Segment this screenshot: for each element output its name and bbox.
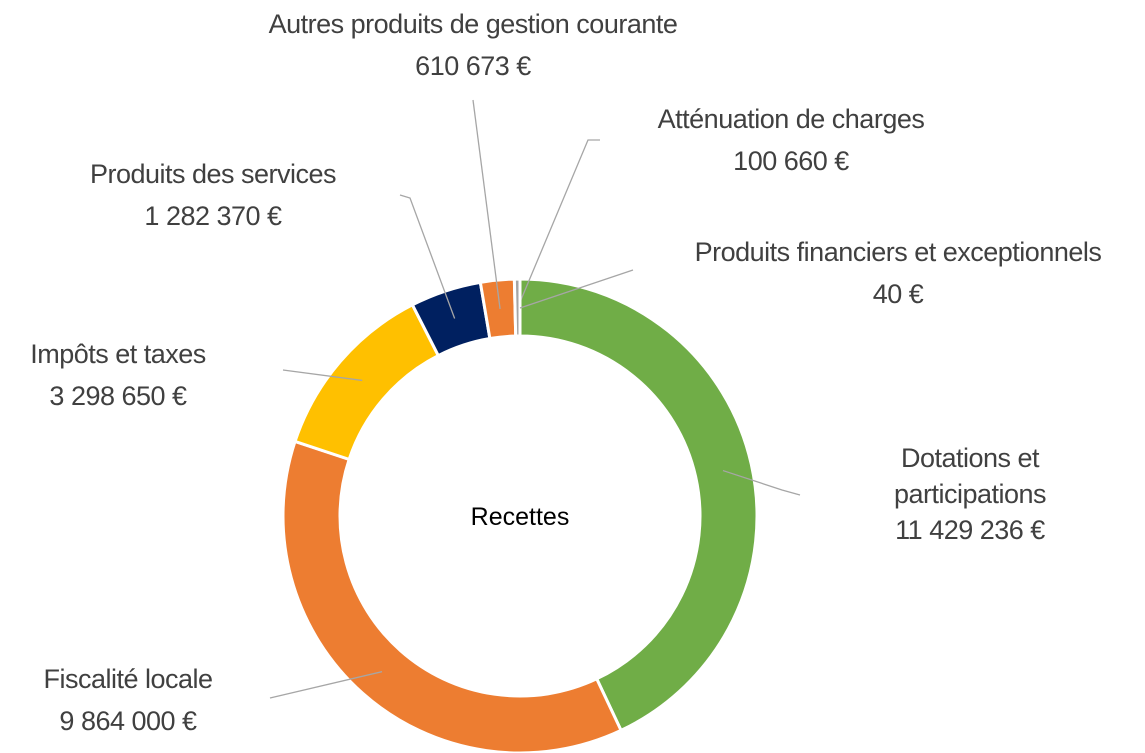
leader-line xyxy=(399,194,456,319)
chart-title: Recettes xyxy=(471,503,570,531)
leader-line xyxy=(472,99,501,310)
data-label: Impôts et taxes 3 298 650 € xyxy=(30,333,206,417)
value-label: 9 864 000 € xyxy=(59,706,197,736)
value-label: 40 € xyxy=(872,279,924,309)
value-label: 3 298 650 € xyxy=(49,381,187,411)
data-label: Dotations et participations 11 429 236 € xyxy=(850,440,1090,548)
data-label: Autres produits de gestion courante 610 6… xyxy=(269,3,678,87)
leader-line xyxy=(282,369,363,382)
value-label: 100 660 € xyxy=(733,146,849,176)
category-label: Produits des services xyxy=(89,159,337,189)
leader-line xyxy=(516,139,600,309)
data-label: Atténuation de charges 100 660 € xyxy=(658,98,925,182)
category-label: Atténuation de charges xyxy=(657,104,925,134)
category-label: Fiscalité locale xyxy=(43,664,213,694)
leader-line xyxy=(269,671,383,699)
category-label: Produits financiers et exceptionnels xyxy=(694,237,1102,267)
value-label: 1 282 370 € xyxy=(144,201,282,231)
donut-slice xyxy=(281,439,624,753)
data-label: Produits des services 1 282 370 € xyxy=(89,153,337,237)
category-label: Dotations et participations xyxy=(893,443,1047,509)
donut-slice xyxy=(293,302,441,462)
category-label: Impôts et taxes xyxy=(30,339,206,369)
donut-slice xyxy=(518,277,759,733)
value-label: 610 673 € xyxy=(415,51,531,81)
data-label: Fiscalité locale 9 864 000 € xyxy=(43,658,213,742)
leader-line xyxy=(519,269,634,309)
leader-line xyxy=(722,469,801,496)
value-label: 11 429 236 € xyxy=(895,515,1045,545)
data-label: Produits financiers et exceptionnels 40 € xyxy=(695,231,1102,315)
category-label: Autres produits de gestion courante xyxy=(268,9,678,39)
